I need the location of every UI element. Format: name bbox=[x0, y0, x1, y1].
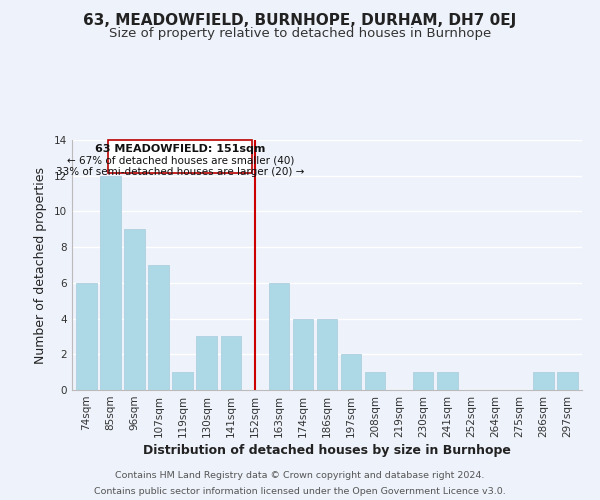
Bar bbox=[269, 283, 289, 390]
Bar bbox=[221, 336, 241, 390]
Bar bbox=[317, 318, 337, 390]
Y-axis label: Number of detached properties: Number of detached properties bbox=[34, 166, 47, 364]
FancyBboxPatch shape bbox=[108, 140, 253, 173]
Bar bbox=[413, 372, 433, 390]
Text: 33% of semi-detached houses are larger (20) →: 33% of semi-detached houses are larger (… bbox=[56, 167, 304, 177]
Bar bbox=[365, 372, 385, 390]
Bar bbox=[100, 176, 121, 390]
Text: Contains public sector information licensed under the Open Government Licence v3: Contains public sector information licen… bbox=[94, 486, 506, 496]
Text: Contains HM Land Registry data © Crown copyright and database right 2024.: Contains HM Land Registry data © Crown c… bbox=[115, 472, 485, 480]
Bar bbox=[293, 318, 313, 390]
Text: Size of property relative to detached houses in Burnhope: Size of property relative to detached ho… bbox=[109, 28, 491, 40]
Text: ← 67% of detached houses are smaller (40): ← 67% of detached houses are smaller (40… bbox=[67, 156, 294, 166]
Bar bbox=[437, 372, 458, 390]
Bar bbox=[124, 230, 145, 390]
Text: 63, MEADOWFIELD, BURNHOPE, DURHAM, DH7 0EJ: 63, MEADOWFIELD, BURNHOPE, DURHAM, DH7 0… bbox=[83, 12, 517, 28]
Bar bbox=[172, 372, 193, 390]
Text: 63 MEADOWFIELD: 151sqm: 63 MEADOWFIELD: 151sqm bbox=[95, 144, 265, 154]
X-axis label: Distribution of detached houses by size in Burnhope: Distribution of detached houses by size … bbox=[143, 444, 511, 457]
Bar bbox=[76, 283, 97, 390]
Bar bbox=[533, 372, 554, 390]
Bar bbox=[196, 336, 217, 390]
Bar bbox=[148, 265, 169, 390]
Bar bbox=[341, 354, 361, 390]
Bar bbox=[557, 372, 578, 390]
